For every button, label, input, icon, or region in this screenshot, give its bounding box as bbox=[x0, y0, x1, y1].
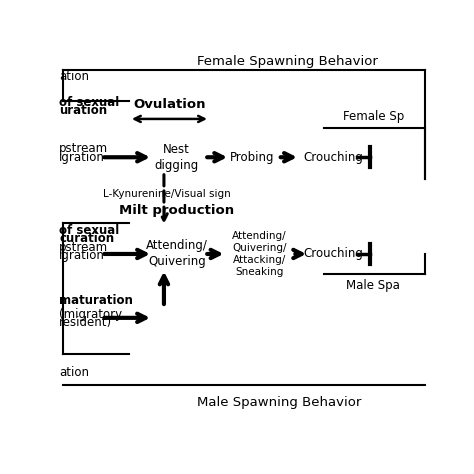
Text: Attending/
Quivering: Attending/ Quivering bbox=[146, 239, 208, 268]
Text: uration: uration bbox=[59, 104, 108, 118]
Text: resident): resident) bbox=[59, 316, 112, 329]
Text: Crouching: Crouching bbox=[303, 247, 363, 261]
Text: ation: ation bbox=[59, 366, 89, 379]
Text: L-Kynurenine/Visual sign: L-Kynurenine/Visual sign bbox=[103, 189, 231, 199]
Text: (migratory: (migratory bbox=[59, 308, 122, 321]
Text: Male Spa: Male Spa bbox=[346, 279, 400, 292]
Text: Probing: Probing bbox=[230, 151, 274, 164]
Text: Ovulation: Ovulation bbox=[133, 98, 206, 111]
Text: maturation: maturation bbox=[59, 294, 133, 307]
Text: curation: curation bbox=[59, 232, 114, 245]
Text: igration: igration bbox=[59, 151, 105, 164]
Text: Milt production: Milt production bbox=[119, 204, 234, 217]
Text: ation: ation bbox=[59, 71, 89, 83]
Text: of sexual: of sexual bbox=[59, 224, 119, 237]
Text: Female Sp: Female Sp bbox=[343, 109, 404, 123]
Text: pstream: pstream bbox=[59, 142, 109, 155]
Text: Nest
digging: Nest digging bbox=[155, 143, 199, 172]
Text: Crouching: Crouching bbox=[303, 151, 363, 164]
Text: Male Spawning Behavior: Male Spawning Behavior bbox=[198, 396, 362, 410]
Text: igration: igration bbox=[59, 249, 105, 262]
Text: Attending/
Quivering/
Attacking/
Sneaking: Attending/ Quivering/ Attacking/ Sneakin… bbox=[232, 231, 287, 277]
Text: of sexual: of sexual bbox=[59, 96, 119, 109]
Text: Female Spawning Behavior: Female Spawning Behavior bbox=[197, 55, 377, 68]
Text: pstream: pstream bbox=[59, 241, 109, 254]
